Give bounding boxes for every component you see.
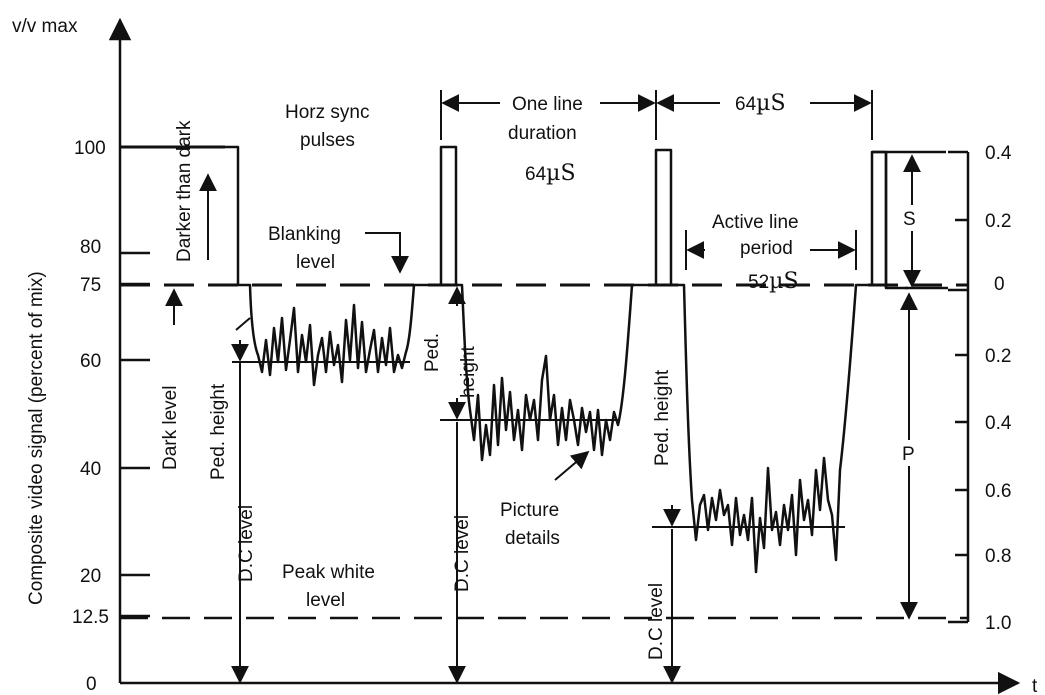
active-line-label-line2: period xyxy=(740,238,793,259)
tick-75: 75 xyxy=(80,275,101,296)
active-line-label-line1: Active line xyxy=(712,212,799,233)
active-line-value: 52µS xyxy=(748,269,799,294)
right-tick-0-4-top: 0.4 xyxy=(985,143,1012,164)
picture-details-line1: Picture xyxy=(500,500,559,521)
picture-details-line2: details xyxy=(505,528,560,549)
measure-arrows xyxy=(165,154,921,684)
s-label: S xyxy=(903,209,916,230)
right-tick-0-2: 0.2 xyxy=(985,346,1011,367)
ped-label-2b: height xyxy=(458,346,479,398)
ped-height-label-1: Ped. height xyxy=(208,383,229,480)
right-scale xyxy=(948,150,970,624)
right-tick-0-4: 0.4 xyxy=(985,413,1012,434)
dark-level-label: Dark level xyxy=(160,386,181,470)
one-line-label-line2: duration xyxy=(508,123,577,144)
horz-sync-label-line2: pulses xyxy=(300,130,355,151)
one-line-value: 64µS xyxy=(525,161,576,186)
tick-100: 100 xyxy=(74,138,106,159)
dc-level-label-2: D.C level xyxy=(452,515,473,592)
tick-0: 0 xyxy=(86,674,97,695)
right-tick-0-6: 0.6 xyxy=(985,481,1011,502)
ped-height-label-3: Ped. height xyxy=(652,369,673,466)
y-axis-title: Composite video signal (percent of mix) xyxy=(26,271,47,605)
right-tick-0-2-top: 0.2 xyxy=(985,211,1011,232)
y-axis-top-label: v/v max xyxy=(12,16,78,37)
duration-arrows xyxy=(440,90,873,270)
one-line-label-line1: One line xyxy=(512,94,583,115)
ped-label-2a: Ped. xyxy=(422,333,443,372)
blanking-label-line2: level xyxy=(296,252,335,273)
right-tick-1-0: 1.0 xyxy=(985,613,1011,634)
left-ticks xyxy=(120,145,150,618)
third-sync-pulse xyxy=(872,150,948,290)
right-tick-0: 0 xyxy=(994,274,1005,295)
peak-white-label-line1: Peak white xyxy=(282,562,375,583)
tick-40: 40 xyxy=(80,459,101,480)
darker-than-dark-label: Darker than dark xyxy=(174,120,195,262)
tick-80: 80 xyxy=(80,237,101,258)
horz-sync-label-line1: Horz sync xyxy=(285,102,369,123)
tick-60: 60 xyxy=(80,351,101,372)
top-duration-value: 64µS xyxy=(735,91,786,116)
dc-level-label-3: D.C level xyxy=(646,583,667,660)
tick-20: 20 xyxy=(80,566,101,587)
p-label: P xyxy=(902,444,915,465)
x-axis-label: t xyxy=(1032,676,1038,695)
tick-12-5: 12.5 xyxy=(72,607,109,628)
blanking-label-line1: Blanking xyxy=(268,224,341,245)
dc-level-label-1: D.C level xyxy=(236,505,257,582)
peak-white-label-line2: level xyxy=(306,590,345,611)
right-tick-0-8: 0.8 xyxy=(985,546,1011,567)
s-label-bg xyxy=(900,205,922,231)
pointer-lines xyxy=(235,232,590,481)
video-waveform xyxy=(225,145,908,574)
p-label-bg xyxy=(898,440,920,466)
